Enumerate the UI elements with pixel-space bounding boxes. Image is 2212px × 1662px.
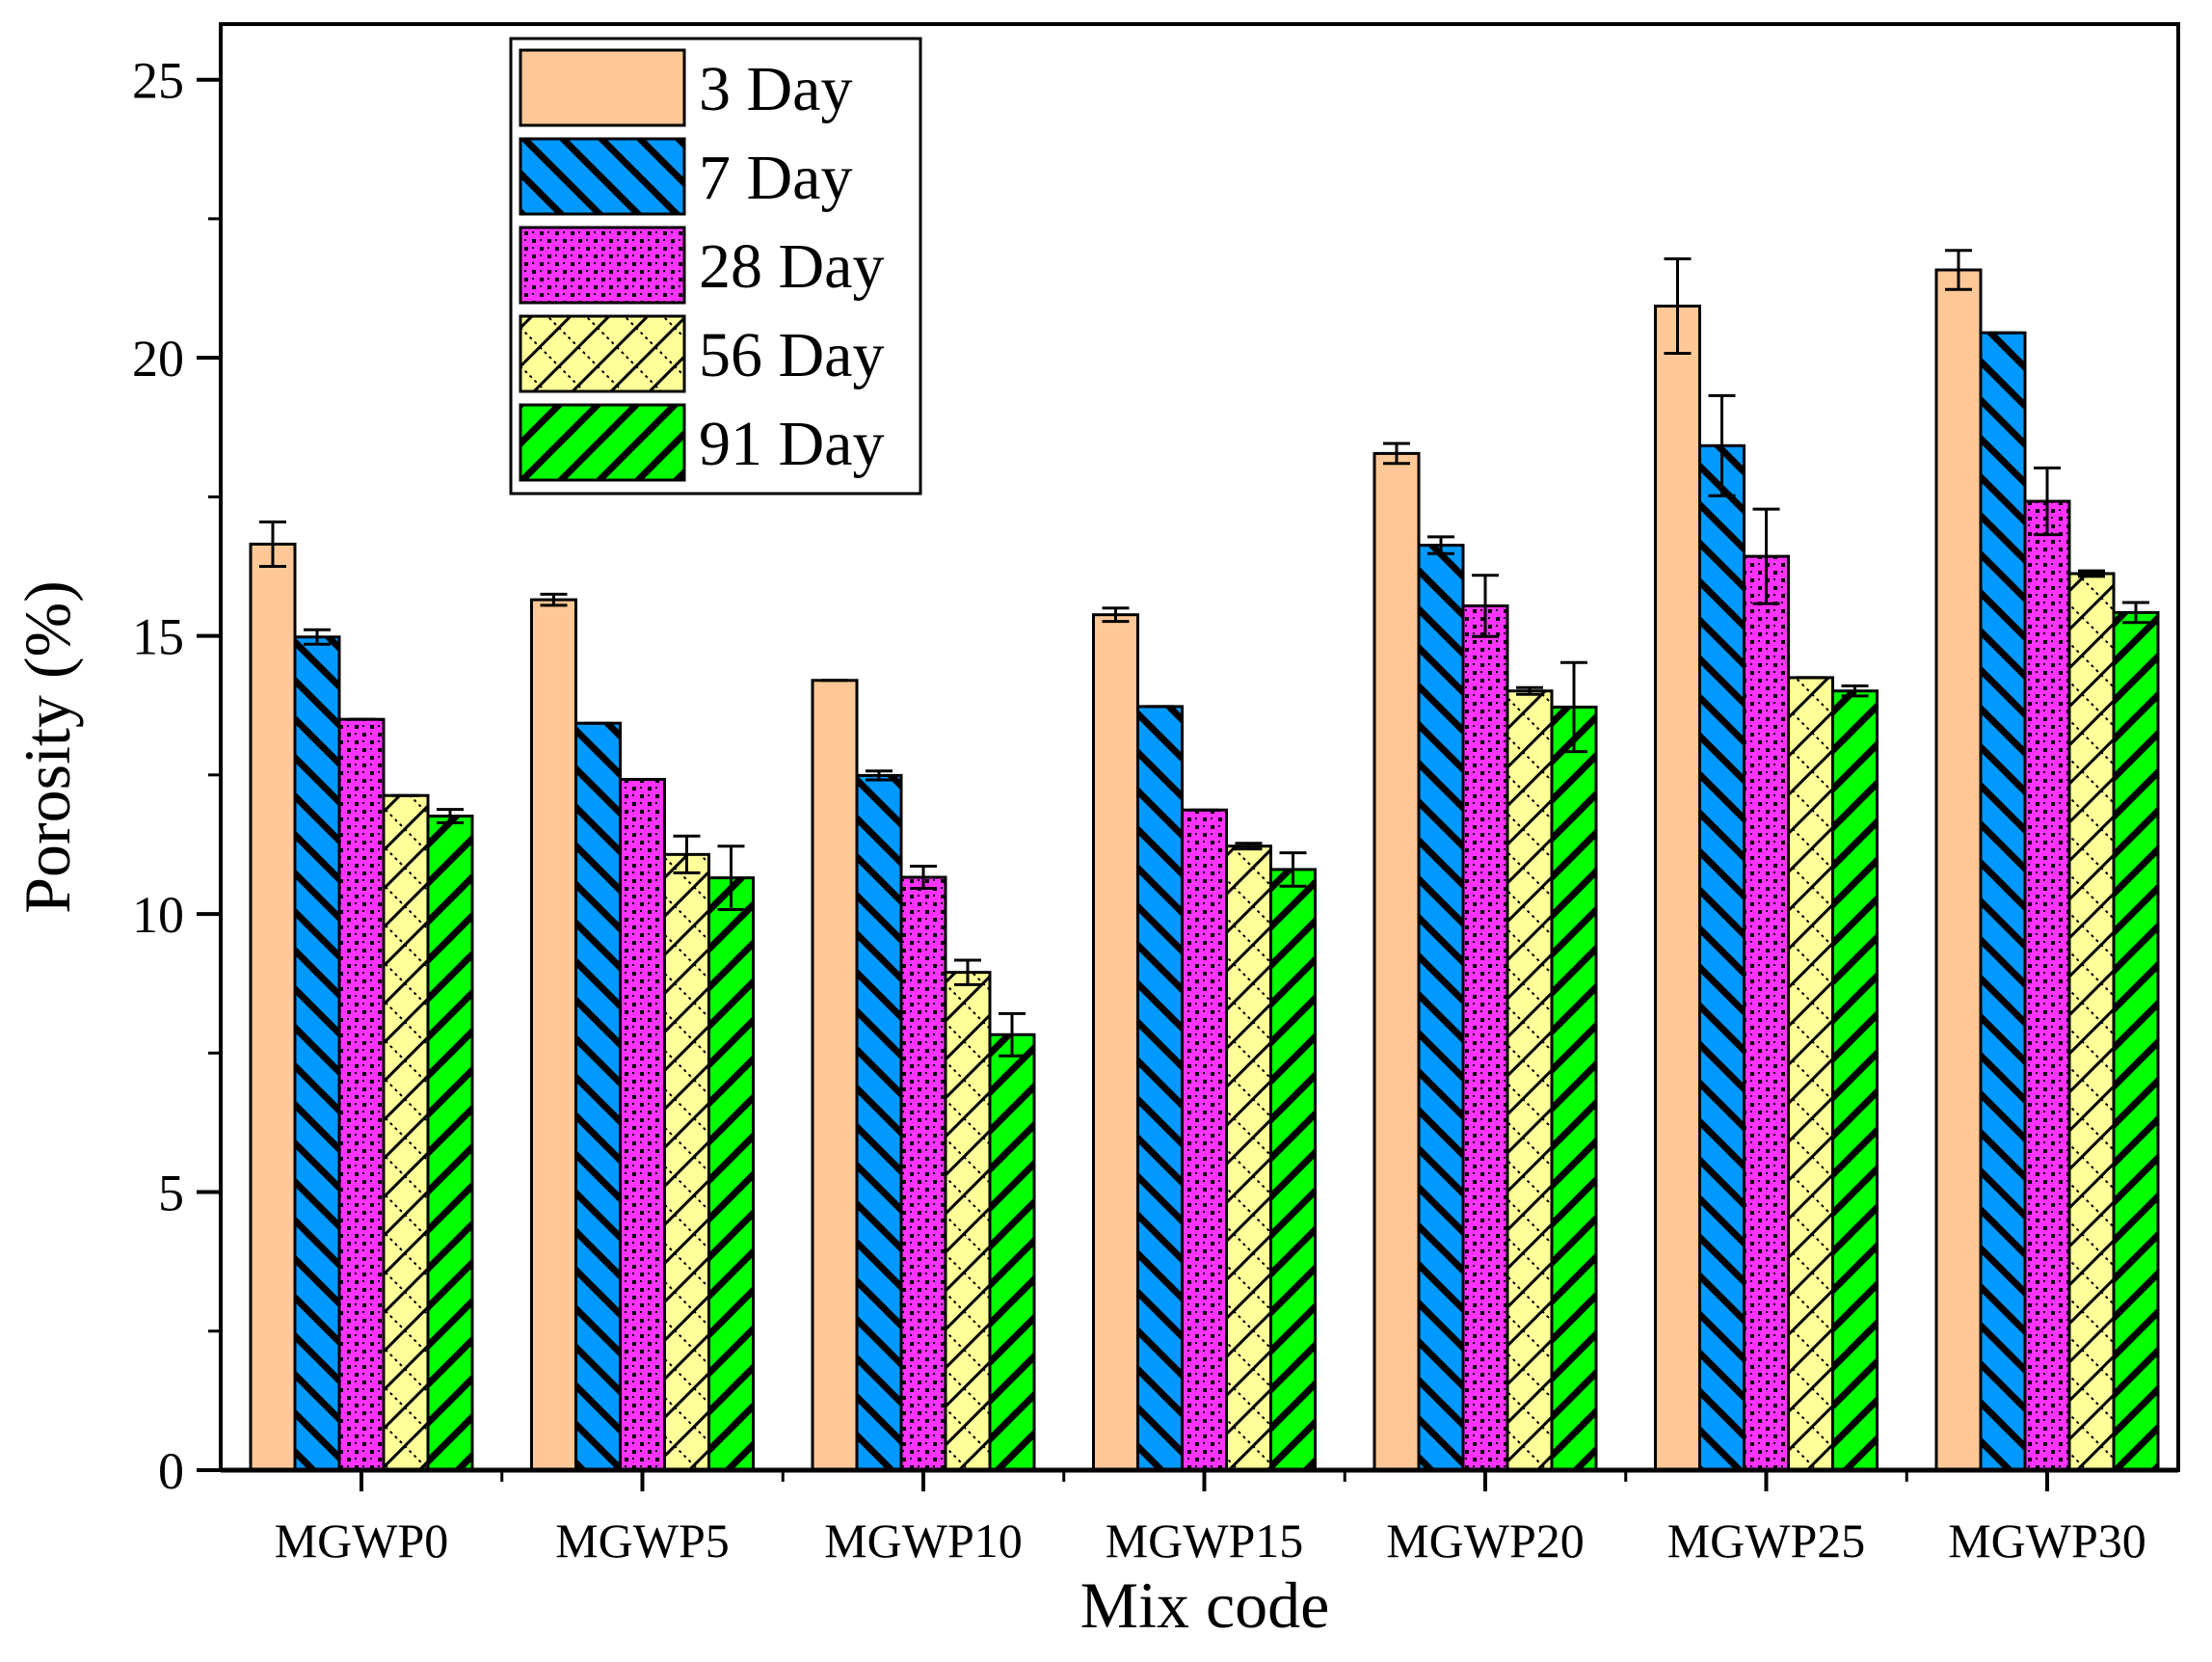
error-bar <box>1841 684 1869 698</box>
legend: 3 Day 7 Day 28 Day 56 Day 91 Day <box>509 37 922 496</box>
x-tick-label: MGWP25 <box>1667 1514 1866 1568</box>
bar-MGWP20-7-day <box>1417 544 1465 1472</box>
bar-MGWP25-91-day <box>1831 689 1879 1472</box>
error-bar <box>954 958 981 986</box>
y-tick-label: 0 <box>158 1442 184 1500</box>
y-tick-label: 25 <box>132 52 184 110</box>
error-bar <box>1664 256 1692 356</box>
bar-MGWP15-3-day <box>1092 613 1139 1472</box>
bar-MGWP5-56-day <box>663 852 710 1472</box>
legend-label: 56 Day <box>699 320 884 390</box>
error-bar <box>1102 606 1130 624</box>
bar-MGWP25-7-day <box>1698 443 1746 1472</box>
bar-MGWP10-28-day <box>899 875 947 1472</box>
bar-MGWP0-91-day <box>426 815 474 1472</box>
error-bars-layer <box>259 249 2149 1058</box>
x-tick-label: MGWP15 <box>1106 1514 1304 1568</box>
error-bar <box>2078 569 2105 578</box>
error-bar <box>1560 660 1587 754</box>
error-bar <box>1383 442 1410 466</box>
bar-MGWP5-91-day <box>707 876 755 1472</box>
y-tick-label: 20 <box>132 330 184 388</box>
legend-label: 28 Day <box>699 231 884 302</box>
error-bar <box>673 834 701 874</box>
error-bar <box>2122 601 2149 625</box>
bar-MGWP30-7-day <box>1979 331 2027 1472</box>
bar-MGWP30-28-day <box>2023 499 2071 1472</box>
y-tick-label: 15 <box>132 608 184 666</box>
x-axis-label: Mix code <box>1080 1568 1330 1642</box>
y-tick-label: 10 <box>132 886 184 944</box>
error-bar <box>540 592 568 607</box>
legend-label: 91 Day <box>699 409 884 479</box>
bar-MGWP15-56-day <box>1225 844 1272 1472</box>
x-tick-label: MGWP20 <box>1386 1514 1585 1568</box>
error-bar <box>2034 466 2061 537</box>
bars-layer <box>249 268 2160 1472</box>
bar-MGWP20-28-day <box>1461 603 1509 1472</box>
bar-MGWP25-56-day <box>1787 676 1834 1472</box>
legend-label: 3 Day <box>699 54 852 124</box>
error-bar <box>259 520 286 568</box>
bar-MGWP20-3-day <box>1373 451 1421 1472</box>
bar-MGWP0-28-day <box>337 717 386 1472</box>
error-bar <box>1945 249 1972 291</box>
error-bar <box>1708 393 1736 497</box>
error-bar <box>1752 507 1780 605</box>
x-tick-label: MGWP0 <box>275 1514 449 1568</box>
bar-MGWP25-28-day <box>1743 554 1790 1472</box>
error-bar <box>304 628 331 646</box>
axis-layer: MGWP0 MGWP5 MGWP10 MGWP15 MGWP20 MGWP25 MGWP30… <box>132 52 2178 1568</box>
legend-swatch <box>519 314 686 393</box>
error-bar <box>1427 535 1454 555</box>
error-bar <box>866 769 893 782</box>
bar-MGWP10-7-day <box>855 773 903 1472</box>
legend-label: 7 Day <box>699 143 852 213</box>
bar-MGWP10-3-day <box>811 679 859 1472</box>
legend-swatch <box>519 48 686 127</box>
error-bar <box>1235 842 1263 851</box>
bar-MGWP15-28-day <box>1181 808 1228 1472</box>
bar-MGWP0-56-day <box>382 793 430 1472</box>
bar-MGWP30-91-day <box>2112 610 2160 1472</box>
error-bar <box>999 1011 1026 1058</box>
error-bar <box>437 808 464 824</box>
x-tick-label: MGWP10 <box>824 1514 1023 1568</box>
legend-swatch <box>519 137 686 216</box>
legend-swatch <box>519 226 686 305</box>
x-tick-label: MGWP30 <box>1948 1514 2146 1568</box>
error-bar <box>717 844 745 911</box>
y-axis-label: Porosity (%) <box>11 580 84 914</box>
bar-MGWP10-91-day <box>988 1032 1036 1472</box>
bar-MGWP10-56-day <box>944 971 992 1472</box>
bar-MGWP25-3-day <box>1654 305 1701 1472</box>
bar-MGWP5-28-day <box>619 777 666 1472</box>
bar-MGWP0-3-day <box>249 542 297 1472</box>
error-bar <box>1516 685 1543 696</box>
bar-MGWP5-7-day <box>574 721 622 1472</box>
bar-MGWP5-3-day <box>530 598 577 1472</box>
error-bar <box>1472 574 1499 638</box>
bar-MGWP30-3-day <box>1934 268 1983 1472</box>
error-bar <box>910 864 937 891</box>
legend-swatch <box>519 403 686 482</box>
bar-MGWP15-7-day <box>1136 705 1184 1472</box>
y-tick-label: 5 <box>158 1165 184 1222</box>
x-tick-label: MGWP5 <box>555 1514 730 1568</box>
error-bar <box>1279 851 1307 888</box>
bar-MGWP30-56-day <box>2067 572 2116 1472</box>
bar-MGWP20-56-day <box>1506 689 1554 1472</box>
bar-MGWP20-91-day <box>1550 705 1598 1472</box>
bar-MGWP0-7-day <box>293 635 341 1472</box>
bar-MGWP15-91-day <box>1269 868 1317 1472</box>
